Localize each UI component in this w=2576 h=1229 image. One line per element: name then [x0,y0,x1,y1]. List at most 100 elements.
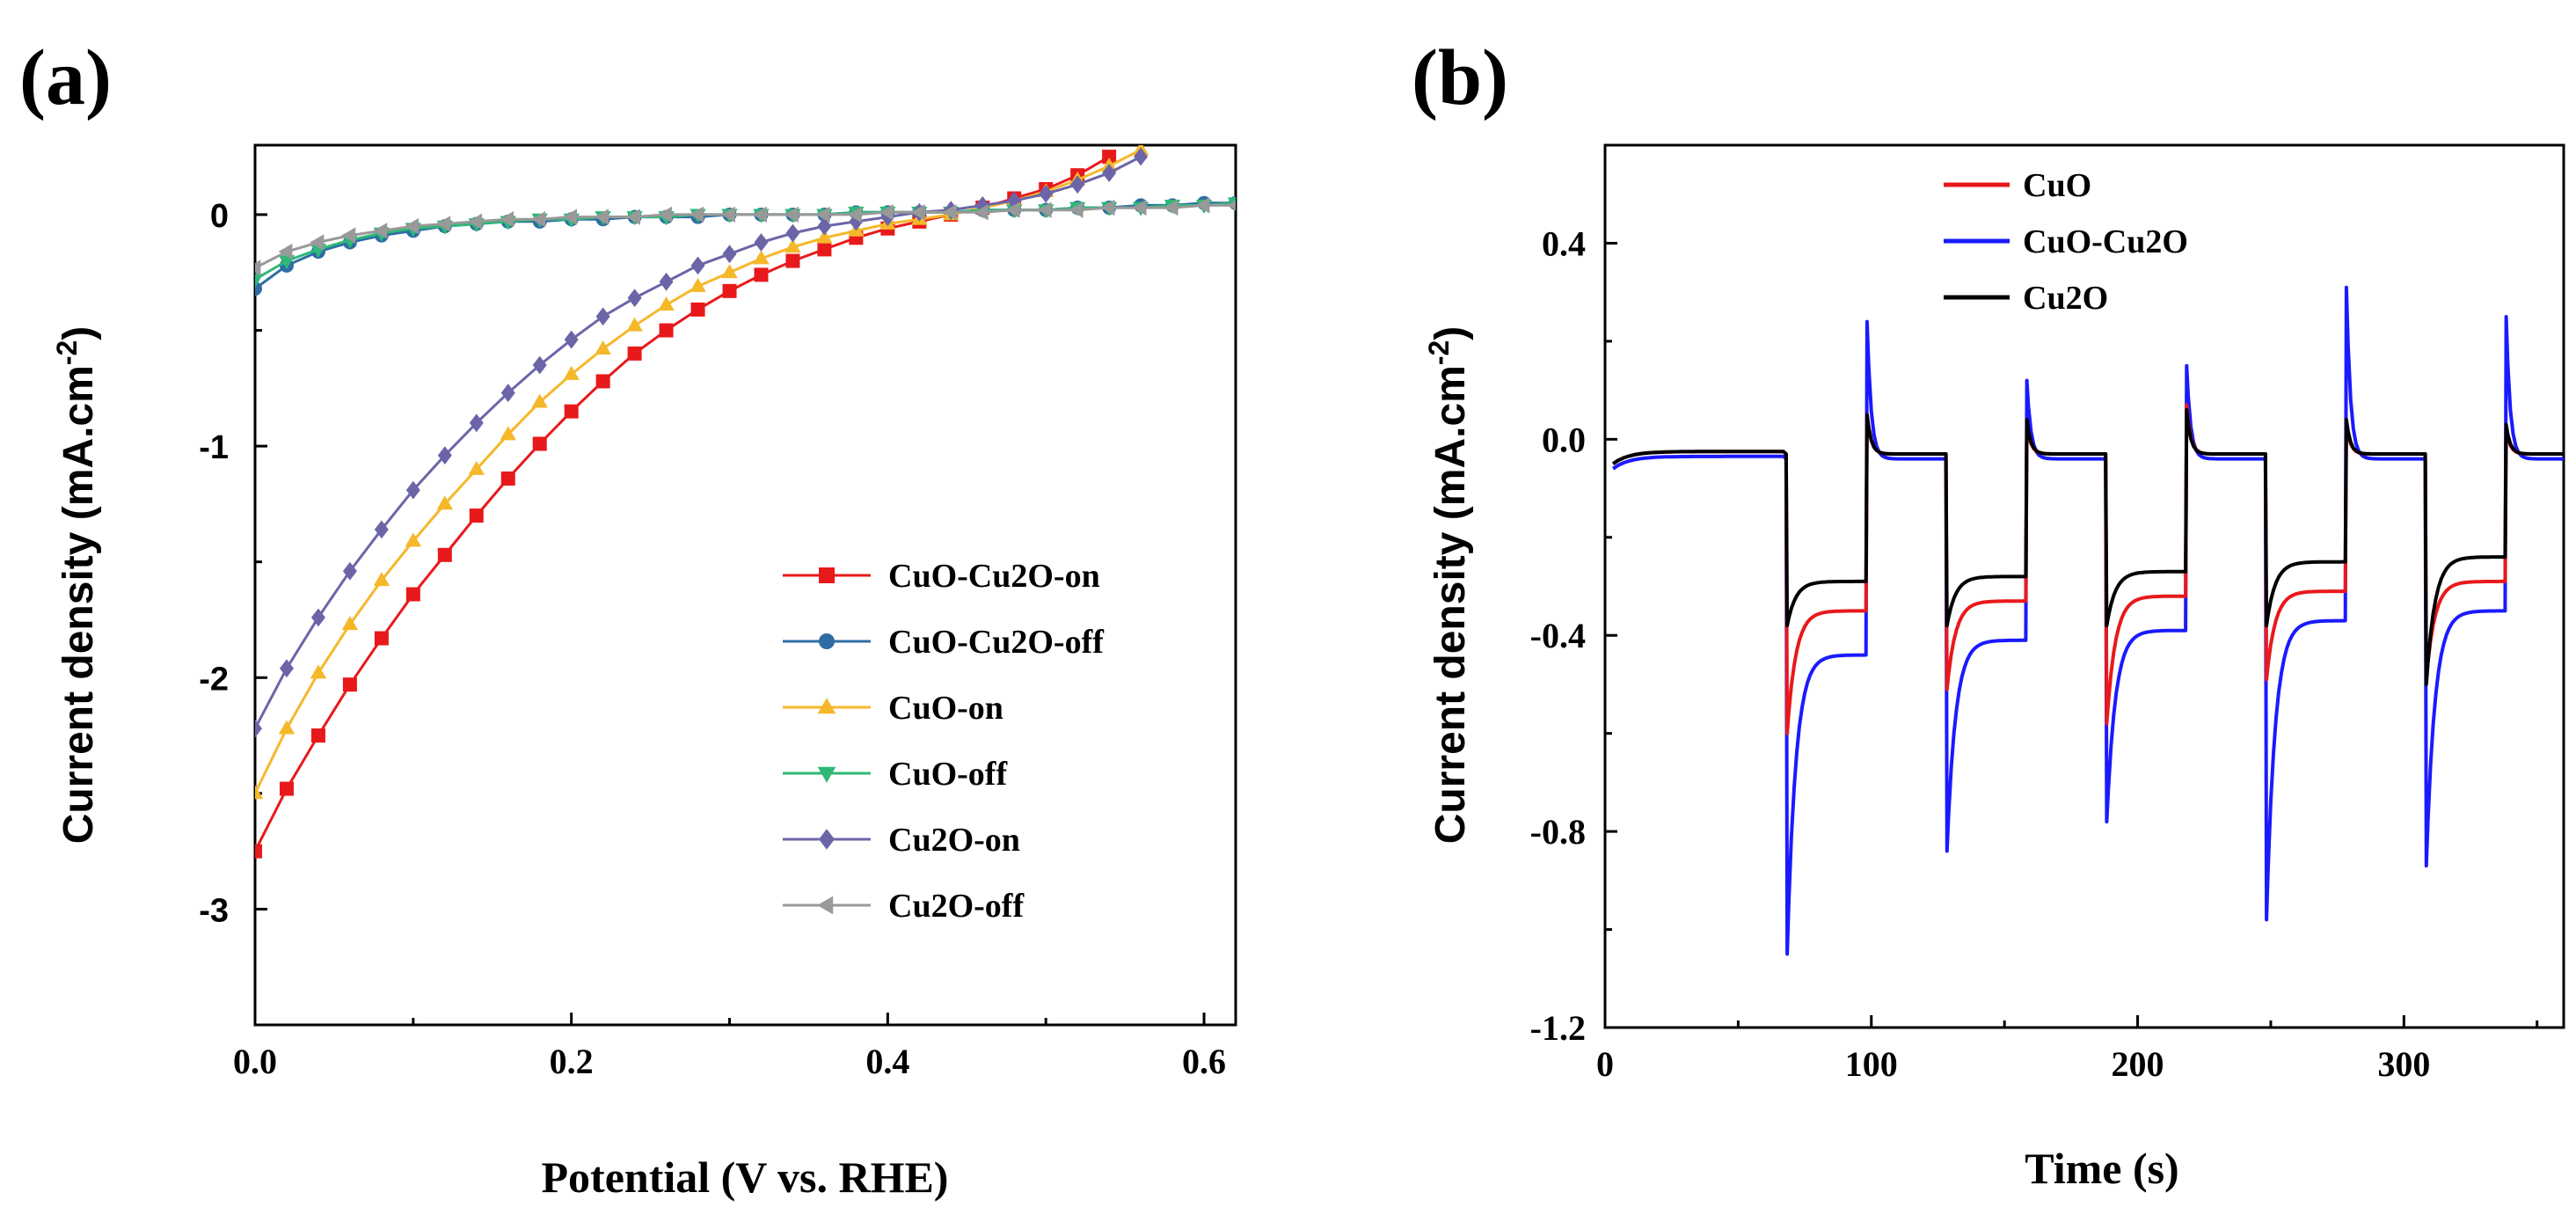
a-legend-label: Cu2O-on [888,822,1020,859]
a-x-tick-label: 0.4 [865,1042,909,1081]
panel-b-y-axis-label: Current density (mA.cm-2) [1423,326,1474,845]
a-point-Cu2O-on [1102,164,1117,182]
a-point-Cu2O-off [255,260,261,276]
a-point-Cu2O-off [974,204,989,221]
b-y-tick-label: -0.8 [1530,812,1586,852]
a-point-Cu2O-on [754,233,769,252]
a-point-CuO-Cu2O-on [627,346,642,361]
a-point-Cu2O-on [374,520,389,539]
a-point-CuO-Cu2O-on [469,508,484,523]
a-point-CuO-on [341,616,359,631]
a-point-Cu2O-off [1227,200,1236,210]
a-point-CuO-off [255,274,264,289]
a-point-CuO-on [310,664,327,679]
a-point-Cu2O-on [1134,147,1149,166]
a-point-Cu2O-on [469,413,484,433]
a-y-tick-label: -2 [199,661,229,698]
b-series-clip [1611,285,2564,956]
a-point-CuO-on [753,250,770,265]
panel-b-plot-frame [1603,143,2565,1029]
panel-b: (b) 0 100 200 300 0.4 0.0 -0.4 -0.8 -1.2 CuO CuO-… [1412,34,2565,1193]
a-point-Cu2O-on [785,223,800,243]
a-point-CuO-on [373,572,390,587]
a-point-Cu2O-off [942,204,957,221]
a-legend-label: CuO-on [888,690,1003,727]
a-point-Cu2O-on [437,446,452,465]
a-series-line-Cu2O-off [255,203,1236,269]
a-point-Cu2O-off [1164,199,1179,216]
b-y-tick-label: -1.2 [1530,1008,1586,1048]
panel-b-legend: CuO CuO-Cu2O Cu2O [1944,167,2188,317]
a-point-Cu2O-on [310,608,325,627]
a-point-Cu2O-off [910,204,925,221]
a-point-Cu2O-off [531,211,546,228]
a-point-CuO-Cu2O-on [342,677,357,692]
a-point-Cu2O-off [341,227,356,244]
a-point-Cu2O-off [689,206,704,223]
panel-a-y-axis-label-sup: -2 [51,340,83,365]
panel-a-legend: CuO-Cu2O-on CuO-Cu2O-off CuO-on CuO-off Cu2O… [783,558,1105,925]
a-point-Cu2O-on [975,196,990,215]
panel-a-y-axis-label: Current density (mA.cm-2) [51,326,102,845]
a-point-Cu2O-off [405,217,420,235]
a-point-Cu2O-off [815,206,830,223]
a-point-CuO-Cu2O-on [690,302,705,317]
b-x-tick-label: 300 [2377,1044,2430,1084]
a-point-Cu2O-off [468,213,483,230]
panel-b-x-axis-label: Time (s) [2025,1144,2178,1193]
b-y-tick-label: -0.4 [1530,616,1586,655]
a-y-tick-label: 0 [210,198,229,235]
panel-b-ticks: 0 100 200 300 0.4 0.0 -0.4 -0.8 -1.2 [1530,223,2539,1084]
a-point-Cu2O-on [722,245,737,264]
a-legend-marker [817,698,836,714]
a-point-Cu2O-on [817,216,832,236]
a-y-tick-label: -3 [199,892,229,929]
a-point-CuO-on [500,426,516,441]
a-point-CuO-on [784,238,801,253]
b-x-tick-label: 200 [2112,1044,2164,1084]
a-x-tick-label: 0.0 [233,1042,277,1081]
b-legend-label: CuO [2023,167,2091,204]
a-x-tick-label: 0.6 [1182,1042,1226,1081]
panel-b-label: (b) [1412,34,1508,121]
a-point-Cu2O-off [784,206,799,223]
a-point-CuO-Cu2O-on [437,547,452,562]
a-series-line-CuO-Cu2O-off [255,201,1236,290]
a-point-CuO-on [255,785,264,800]
a-point-Cu2O-on [627,289,642,308]
a-point-Cu2O-on [342,561,357,581]
a-point-CuO-on [436,495,454,510]
a-point-Cu2O-off [436,216,451,232]
a-point-Cu2O-off [879,204,894,221]
a-point-CuO-Cu2O-on [785,253,800,268]
panel-b-y-axis-label-end: ) [1427,326,1474,340]
panel-a-label: (a) [19,34,112,121]
panel-a-ticks: 0.0 0.2 0.4 0.6 0 -1 -2 -3 [199,198,1226,1081]
b-x-tick-label: 100 [1845,1044,1898,1084]
a-point-Cu2O-on [532,355,547,375]
a-point-Cu2O-off [1100,199,1115,216]
a-point-Cu2O-off [847,206,862,223]
a-point-Cu2O-on [255,719,262,738]
panel-b-y-axis-label-main: Current density (mA.cm [1427,365,1474,844]
a-point-CuO-Cu2O-on [500,471,515,486]
a-point-Cu2O-off [1132,199,1147,216]
a-legend-marker [819,567,835,583]
a-legend-marker [819,633,835,649]
a-point-CuO-on [721,264,738,279]
a-series-clip [255,145,1236,859]
a-point-CuO-Cu2O-on [255,844,262,859]
a-point-Cu2O-off [1037,201,1052,218]
b-y-tick-label: 0.4 [1542,223,1586,263]
a-point-Cu2O-off [595,208,609,225]
a-point-Cu2O-on [279,659,294,678]
panel-a-y-axis-label-main: Current density (mA.cm [55,365,102,844]
a-point-Cu2O-off [657,206,672,223]
a-legend-marker [817,896,834,915]
a-legend-label: CuO-Cu2O-off [888,624,1105,661]
b-x-tick-label: 0 [1596,1044,1614,1084]
a-y-tick-label: -1 [199,429,229,466]
a-point-CuO-Cu2O-on [279,781,294,796]
a-point-Cu2O-off [1005,201,1020,218]
